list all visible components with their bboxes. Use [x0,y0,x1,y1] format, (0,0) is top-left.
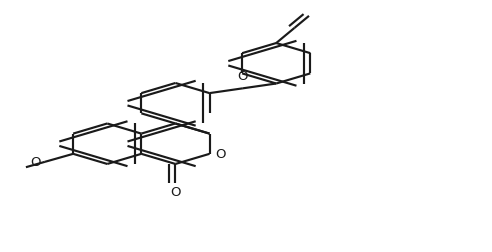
Text: O: O [215,148,226,161]
Text: O: O [170,185,181,198]
Text: O: O [238,70,248,83]
Text: O: O [31,156,41,169]
